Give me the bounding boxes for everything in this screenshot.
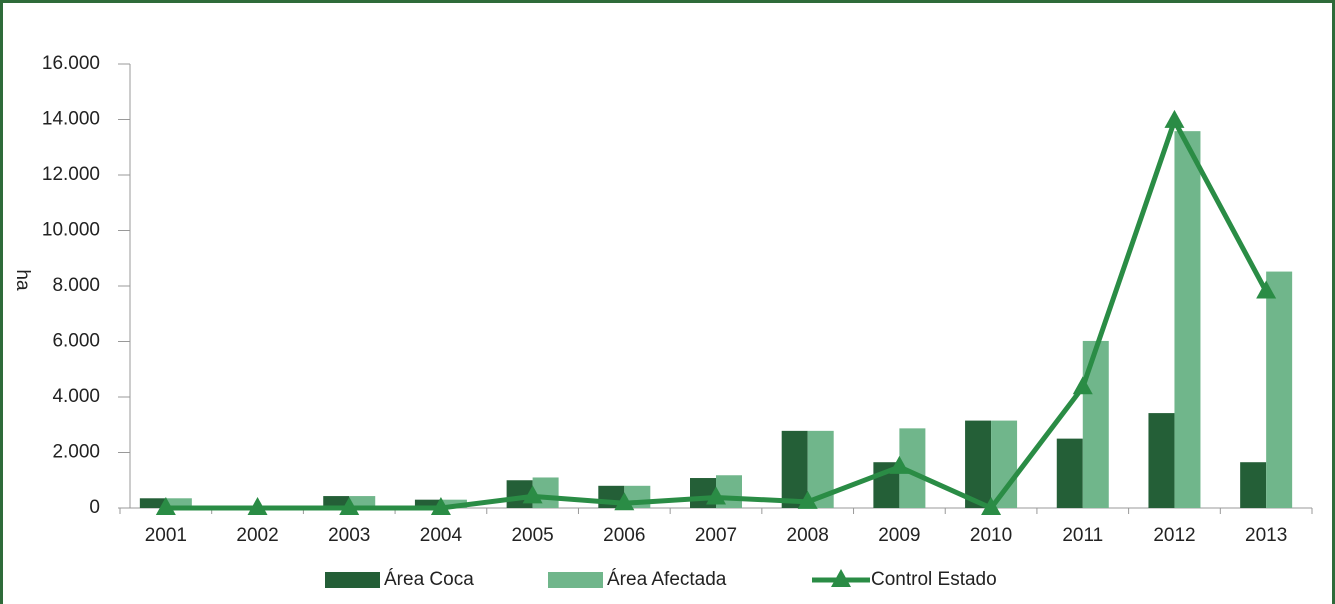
line-marker	[430, 497, 451, 515]
x-tick-label: 2006	[603, 525, 645, 546]
y-tick-label: 10.000	[42, 220, 100, 241]
bar	[1056, 438, 1083, 508]
legend-label: Área Coca	[384, 569, 474, 590]
x-tick-label: 2012	[1153, 525, 1195, 546]
y-tick-label: 6.000	[52, 331, 100, 352]
line-marker	[614, 492, 635, 511]
line-marker	[247, 497, 268, 515]
line-marker	[706, 486, 726, 505]
bar	[1148, 413, 1175, 508]
line-marker	[1164, 109, 1185, 128]
bar	[323, 496, 350, 508]
legend-marker	[831, 569, 851, 587]
y-tick-label: 8.000	[52, 275, 100, 296]
bar	[965, 420, 992, 508]
x-tick-label: 2005	[511, 525, 553, 546]
line-marker	[797, 490, 818, 509]
line-marker	[155, 497, 176, 515]
y-tick-label: 2.000	[52, 442, 100, 463]
y-tick-label: 0	[89, 497, 100, 518]
line-marker	[339, 497, 360, 515]
x-tick-label: 2009	[878, 525, 920, 546]
legend-swatch	[325, 572, 380, 588]
x-tick-label: 2002	[236, 525, 278, 546]
line-marker	[1072, 376, 1093, 395]
y-tick-label: 16.000	[42, 53, 100, 74]
x-tick-label: 2010	[970, 525, 1012, 546]
bar	[1240, 462, 1267, 508]
x-tick-label: 2007	[695, 525, 737, 546]
y-tick-label: 14.000	[42, 109, 100, 130]
legend-swatch	[548, 572, 603, 588]
y-tick-label: 12.000	[42, 164, 100, 185]
legend-label: Área Afectada	[607, 569, 727, 590]
y-axis-label: ha	[12, 269, 33, 291]
bar	[139, 498, 166, 508]
line-marker	[889, 455, 910, 474]
x-tick-label: 2008	[787, 525, 829, 546]
bar	[414, 499, 441, 508]
x-tick-label: 2011	[1062, 525, 1103, 546]
bar	[165, 498, 192, 508]
legend-label: Control Estado	[871, 569, 997, 590]
line-marker	[522, 485, 543, 504]
x-tick-label: 2013	[1245, 525, 1287, 546]
x-tick-label: 2004	[420, 525, 463, 546]
line-marker	[1256, 280, 1277, 299]
bar	[781, 430, 808, 508]
y-tick-label: 4.000	[52, 386, 100, 407]
line-marker	[981, 497, 1002, 515]
x-tick-label: 2001	[145, 525, 187, 546]
bar	[1266, 271, 1293, 508]
x-tick-label: 2003	[328, 525, 370, 546]
bar	[349, 496, 376, 508]
bar	[1174, 131, 1201, 508]
bar	[1082, 340, 1109, 508]
